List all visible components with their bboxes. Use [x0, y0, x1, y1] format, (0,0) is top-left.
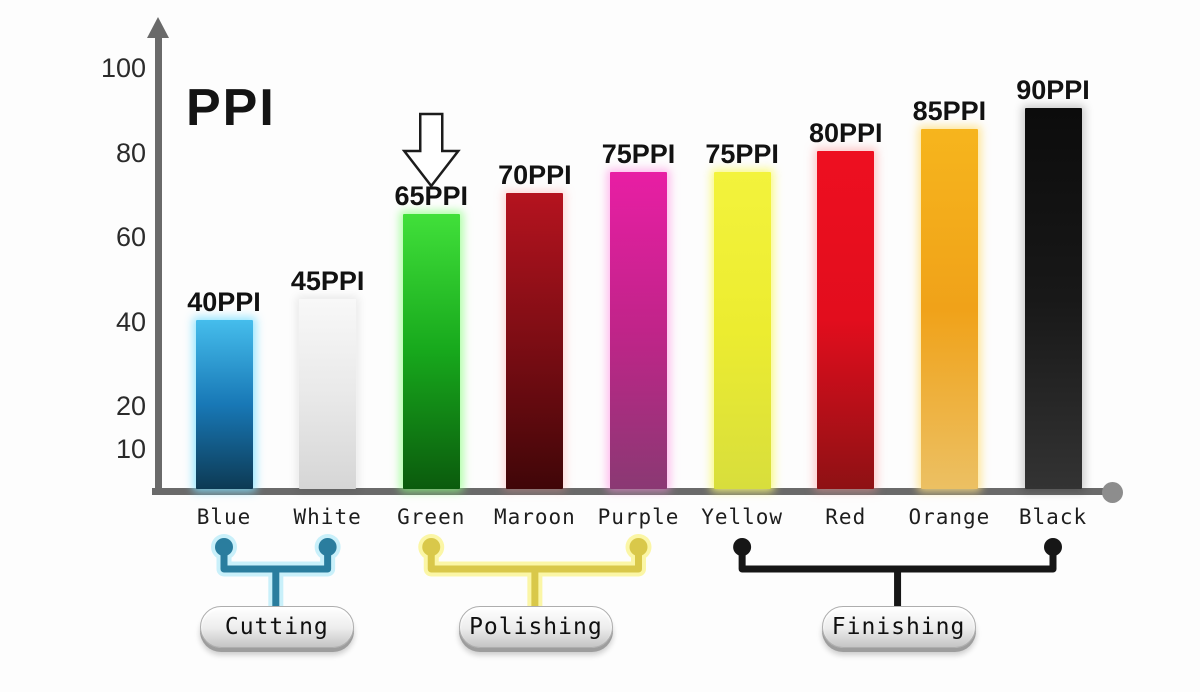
y-tick-label: 10 — [115, 433, 146, 464]
group-bracket-polishing-dot — [629, 538, 648, 556]
group-label-finishing: Finishing — [821, 606, 976, 648]
bar-category-label: Yellow — [701, 505, 784, 529]
bar-black — [1024, 108, 1082, 489]
group-label-cutting: Cutting — [199, 606, 354, 648]
bar-blue — [195, 319, 253, 489]
bar-value-label: 45PPI — [290, 265, 365, 296]
y-axis — [155, 36, 162, 495]
y-axis-arrowhead-icon — [147, 17, 169, 38]
group-bracket-cutting-dot — [318, 538, 337, 556]
bar-category-label: Orange — [908, 505, 991, 529]
bar-value-label: 70PPI — [498, 159, 572, 190]
y-tick-label: 100 — [100, 53, 146, 83]
bar-value-label: 85PPI — [912, 96, 987, 127]
bar-maroon — [506, 192, 564, 489]
bar-category-label: White — [293, 505, 362, 529]
group-bracket-polishing — [427, 547, 642, 573]
bar-value-label: 75PPI — [601, 138, 676, 169]
bar-category-label: Purple — [597, 505, 680, 529]
bar-category-label: Maroon — [493, 505, 576, 529]
y-tick-label: 40 — [115, 306, 146, 337]
bar-category-label: Green — [397, 505, 466, 529]
bar-value-label: 90PPI — [1016, 75, 1090, 106]
group-bracket-finishing-dot — [733, 538, 752, 556]
x-axis — [152, 488, 1108, 495]
bar-category-label: Red — [825, 505, 867, 529]
bar-value-label: 40PPI — [187, 286, 261, 317]
bar-category-label: Blue — [196, 505, 252, 529]
group-bracket-polishing-glow — [625, 534, 652, 560]
bar-value-label: 80PPI — [808, 117, 883, 148]
bar-value-label: 75PPI — [705, 138, 779, 169]
group-bracket-polishing-dot — [422, 538, 441, 556]
group-bracket-polishing-glow — [418, 534, 445, 560]
group-bracket-finishing-dot — [1044, 538, 1062, 556]
group-bracket-cutting-glow — [211, 534, 237, 560]
group-bracket-cutting — [220, 547, 332, 573]
group-bracket-finishing — [738, 547, 1057, 573]
group-bracket-cutting-dot — [215, 538, 233, 556]
x-axis-end-dot — [1102, 482, 1123, 503]
group-bracket-cutting-glow — [314, 534, 341, 560]
bar-green — [402, 214, 460, 489]
group-bracket-cutting-glow — [216, 539, 336, 577]
bar-yellow — [713, 171, 771, 489]
bar-purple — [610, 171, 667, 489]
group-bracket-polishing-glow — [423, 539, 646, 577]
y-tick-label: 20 — [115, 391, 146, 422]
group-label-polishing: Polishing — [458, 606, 613, 648]
y-tick-label: 80 — [115, 137, 146, 168]
bar-category-label: Black — [1018, 505, 1088, 529]
bar-red — [817, 150, 875, 489]
bar-orange — [920, 129, 978, 489]
y-tick-label: 60 — [115, 222, 146, 253]
down-arrow-icon — [401, 112, 461, 189]
bar-white — [299, 298, 357, 489]
chart-title: PPI — [186, 79, 276, 137]
